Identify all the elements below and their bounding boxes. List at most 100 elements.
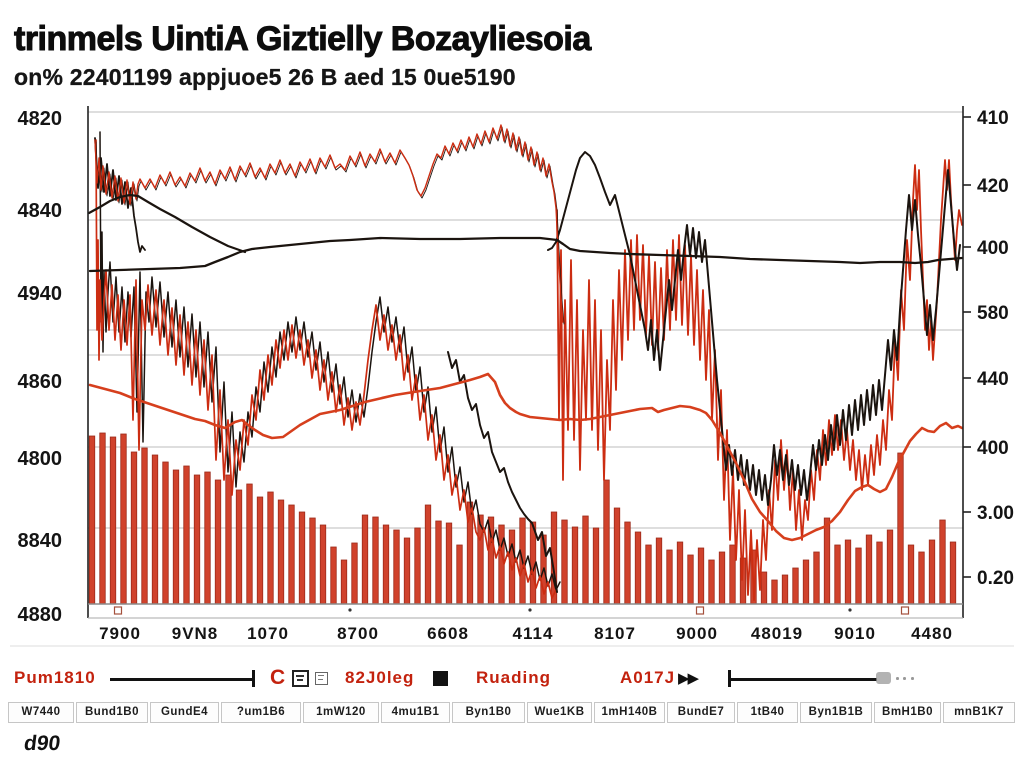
legend-label-1: Pum1810 xyxy=(14,668,96,687)
legend-label-4: A017J xyxy=(620,668,676,687)
ticker-item[interactable]: 4mu1B1 xyxy=(381,702,450,723)
y-right-label: 3.00 xyxy=(977,503,1014,524)
volume-bar xyxy=(424,504,432,605)
volume-bar xyxy=(256,496,264,605)
chart-title: trinmels UintiA Giztielly Bozayliesoia xyxy=(14,20,592,59)
strip-mark-square xyxy=(900,606,910,615)
volume-bar xyxy=(141,447,148,605)
volume-bar xyxy=(613,507,621,605)
volume-bar xyxy=(340,559,348,605)
ticker-item[interactable]: BundE7 xyxy=(667,702,735,723)
x-axis-label: 8107 xyxy=(594,624,636,643)
volume-bar xyxy=(645,544,652,605)
strip-mark-square xyxy=(113,606,123,615)
ticker-item[interactable]: GundE4 xyxy=(150,702,219,723)
series-trend-black xyxy=(87,193,247,254)
volume-bar xyxy=(435,520,442,605)
volume-bar xyxy=(330,546,337,605)
volume-bar xyxy=(708,559,715,605)
volume-bar xyxy=(382,524,390,605)
y-right-label: 440 xyxy=(977,369,1009,390)
legend-label-3: Ruading xyxy=(476,668,551,687)
volume-bar xyxy=(246,483,253,605)
ticker-item[interactable]: Byn1B0 xyxy=(452,702,525,723)
ticker-item[interactable]: BmH1B0 xyxy=(874,702,941,723)
volume-bar xyxy=(592,527,600,605)
volume-bar xyxy=(561,519,568,605)
volume-bar xyxy=(309,517,316,605)
volume-bar xyxy=(634,531,642,605)
volume-bar xyxy=(393,529,400,605)
volume-bar xyxy=(718,551,726,605)
y-left-label: 4840 xyxy=(18,200,63,222)
chart-legend: Pum1810 C 82J0leg Ruading A017J ▶▶ xyxy=(0,666,1024,696)
ticker-item[interactable]: mnB1K7 xyxy=(943,702,1015,723)
strip-mark-dot xyxy=(528,608,532,612)
legend-stamp-icon xyxy=(292,670,309,687)
volume-bar xyxy=(876,541,883,605)
y-left-label: 4860 xyxy=(18,371,63,393)
volume-bar xyxy=(771,579,778,605)
volume-bar xyxy=(403,537,411,605)
y-left-label: 4820 xyxy=(18,108,63,130)
volume-bar xyxy=(729,544,736,605)
volume-bar xyxy=(151,454,159,605)
volume-bar xyxy=(319,524,327,605)
y-right-label: 0.20 xyxy=(977,568,1014,589)
volume-bar xyxy=(267,491,274,605)
play-arrows-icon: ▶▶ xyxy=(678,670,699,687)
volume-bar xyxy=(288,504,295,605)
volume-bar xyxy=(183,465,190,605)
series-band-red xyxy=(95,139,557,599)
volume-bar xyxy=(99,432,106,605)
x-axis-label: 9000 xyxy=(676,624,718,643)
volume-bar xyxy=(571,526,579,605)
strip-mark-dot xyxy=(848,608,852,612)
volume-bar xyxy=(235,489,243,605)
volume-bar xyxy=(697,547,705,605)
x-axis-label: 6608 xyxy=(427,624,469,643)
volume-bar xyxy=(372,516,379,605)
ticker-item[interactable]: 1mW120 xyxy=(303,702,379,723)
x-axis-label: 9VN8 xyxy=(172,624,219,643)
volume-bar xyxy=(687,554,694,605)
series-break-black xyxy=(447,351,558,593)
legend-line-1 xyxy=(110,678,253,681)
legend-label-2: 82J0leg xyxy=(345,668,415,687)
ticker-item[interactable]: 1tB40 xyxy=(737,702,798,723)
ticker-item[interactable]: W7440 xyxy=(8,702,74,723)
volume-bar xyxy=(918,551,925,605)
volume-bar xyxy=(603,479,610,605)
ticker-item[interactable]: Bund1B0 xyxy=(76,702,148,723)
ticker-item[interactable]: ?um1B6 xyxy=(221,702,301,723)
ticker-item[interactable]: Byn1B1B xyxy=(800,702,872,723)
x-axis-label: 4114 xyxy=(513,624,554,643)
y-right-label: 410 xyxy=(977,108,1009,129)
y-right-label: 580 xyxy=(977,303,1009,324)
bottom-left-label: d90 xyxy=(22,732,62,755)
volume-bar xyxy=(582,515,589,605)
volume-bar xyxy=(844,539,852,605)
ticker-item[interactable]: Wue1KB xyxy=(527,702,592,723)
x-axis-label: 1070 xyxy=(247,624,289,643)
y-left-label: 8840 xyxy=(18,530,63,552)
legend-square-marker xyxy=(433,671,448,686)
x-axis-label: 4480 xyxy=(911,624,953,643)
ticker-item[interactable]: 1mH140B xyxy=(594,702,665,723)
legend-blob xyxy=(876,672,891,684)
x-axis-label: 48019 xyxy=(751,624,803,643)
series-right-black xyxy=(547,151,961,506)
volume-bar xyxy=(88,435,96,605)
legend-line-2 xyxy=(729,678,877,681)
volume-bar xyxy=(130,451,138,605)
volume-bar xyxy=(456,544,463,605)
legend-c-glyph: C xyxy=(270,666,286,689)
legend-line-1-endcap xyxy=(252,670,255,687)
volume-bar xyxy=(277,499,285,605)
volume-bar xyxy=(897,452,904,605)
volume-bar xyxy=(361,514,369,605)
chart-subtitle: on% 22401199 appjuoe5 26 B aed 15 0ue519… xyxy=(14,64,516,90)
volume-bar xyxy=(162,461,169,605)
volume-bar xyxy=(172,469,180,605)
volume-bar xyxy=(225,474,232,605)
